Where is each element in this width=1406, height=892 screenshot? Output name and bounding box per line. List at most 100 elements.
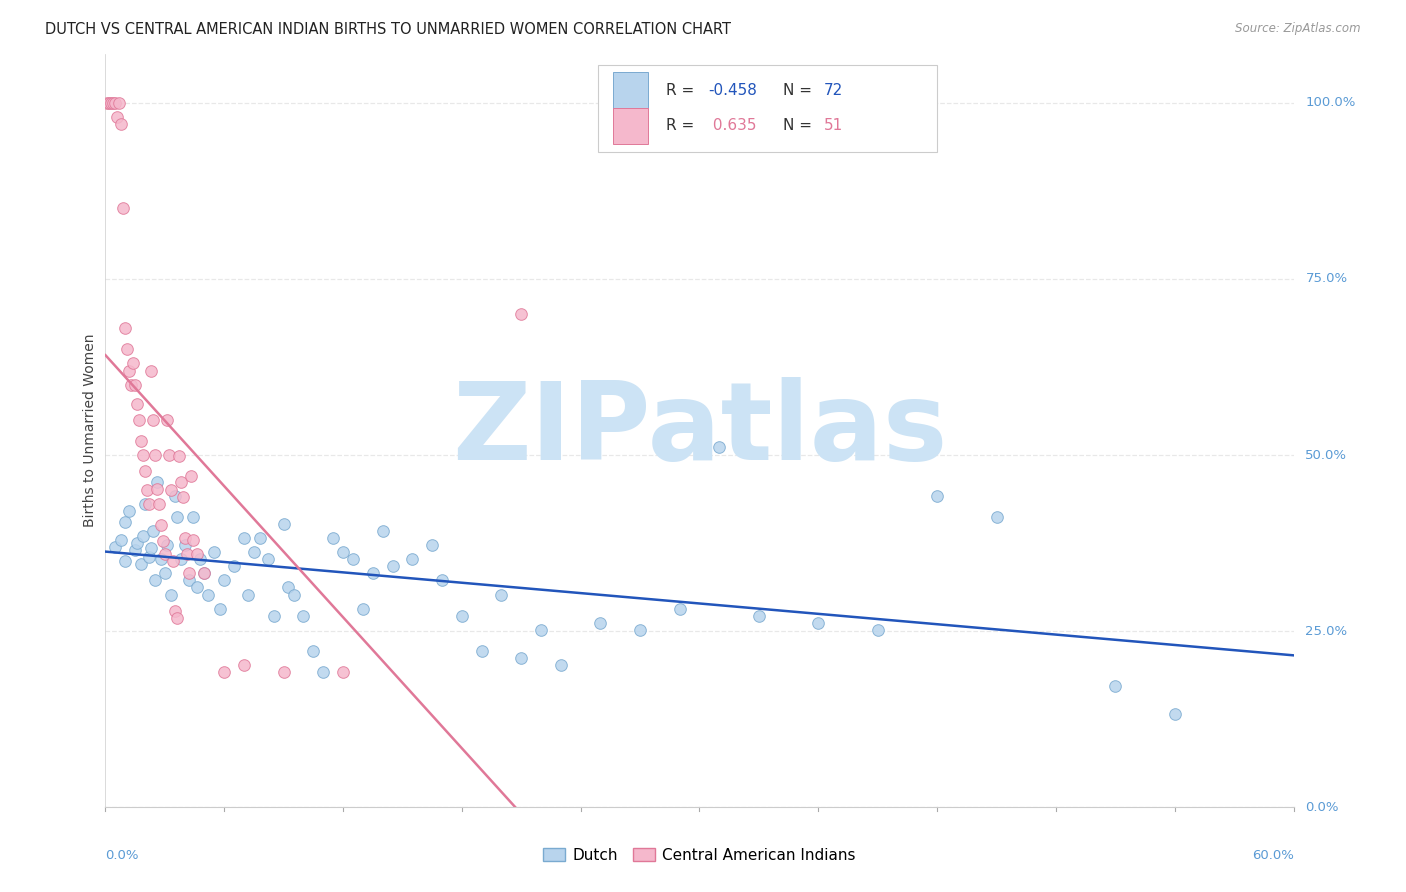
Point [128,413,150,427]
Text: 51: 51 [824,119,844,134]
Point [332,545,354,559]
Legend: Dutch, Central American Indians: Dutch, Central American Indians [537,842,862,869]
Point [866,623,889,637]
Point [139,363,162,377]
Point [163,489,186,503]
Point [103,95,125,110]
Point [420,538,443,552]
Point [156,413,179,427]
Point [181,510,204,524]
Point [190,552,212,566]
Point [491,588,513,602]
Point [167,450,190,464]
Point [162,554,184,568]
Point [159,588,181,602]
Point [233,531,256,545]
Text: 25.0%: 25.0% [1305,624,1347,638]
Point [142,524,165,538]
Point [277,581,299,595]
Point [108,95,131,110]
Point [177,574,200,588]
Point [202,545,225,559]
Text: N =: N = [783,119,817,134]
Point [129,558,152,572]
Point [925,489,948,503]
Point [118,504,141,518]
Point [153,566,176,581]
Point [132,529,155,543]
Point [136,483,159,498]
Point [143,448,166,462]
Point [159,483,181,498]
Point [186,547,208,561]
FancyBboxPatch shape [613,108,648,144]
Point [173,538,195,552]
Point [214,665,236,679]
Text: 75.0%: 75.0% [1305,272,1347,285]
Point [322,531,344,545]
Point [273,517,295,532]
Point [156,538,179,552]
Point [550,657,572,672]
Point [129,434,152,448]
Point [122,356,145,370]
Point [153,547,176,561]
Point [124,543,146,558]
Point [127,536,149,550]
Text: N =: N = [783,83,817,98]
Text: R =: R = [666,119,699,134]
Point [233,657,256,672]
Text: -0.458: -0.458 [707,83,756,98]
Point [105,110,128,124]
Point [530,623,553,637]
Point [172,491,194,505]
Point [352,601,374,615]
Point [1104,679,1126,693]
FancyBboxPatch shape [613,72,648,109]
Point [132,448,155,462]
Point [142,413,165,427]
Point [110,117,132,131]
Text: ZIPatlas: ZIPatlas [451,377,948,483]
Point [138,550,160,565]
Text: DUTCH VS CENTRAL AMERICAN INDIAN BIRTHS TO UNMARRIED WOMEN CORRELATION CHART: DUTCH VS CENTRAL AMERICAN INDIAN BIRTHS … [45,22,731,37]
Point [100,95,122,110]
Text: 60.0%: 60.0% [1251,848,1294,862]
Point [986,510,1008,524]
Text: R =: R = [666,83,699,98]
Point [112,202,135,216]
Point [134,464,156,478]
Point [143,574,166,588]
Text: 0.635: 0.635 [707,119,756,134]
Point [193,566,215,581]
Point [114,321,136,335]
Point [152,533,174,548]
Point [186,581,208,595]
Point [243,545,266,559]
Point [98,95,121,110]
Point [120,377,142,392]
FancyBboxPatch shape [599,65,936,152]
Point [430,574,453,588]
Point [104,540,127,554]
Point [668,601,690,615]
Point [166,611,188,625]
Point [332,665,354,679]
Point [181,533,204,547]
Point [589,615,612,630]
Point [1164,707,1187,722]
Point [273,665,295,679]
Point [312,665,335,679]
Y-axis label: Births to Unmarried Women: Births to Unmarried Women [83,334,97,527]
Text: 72: 72 [824,83,844,98]
Point [149,552,172,566]
Point [361,566,384,581]
Point [209,601,232,615]
Text: 0.0%: 0.0% [1305,801,1339,814]
Point [249,531,271,545]
Point [110,533,132,547]
Point [401,552,423,566]
Point [177,566,200,581]
Point [709,440,731,454]
Point [214,574,236,588]
